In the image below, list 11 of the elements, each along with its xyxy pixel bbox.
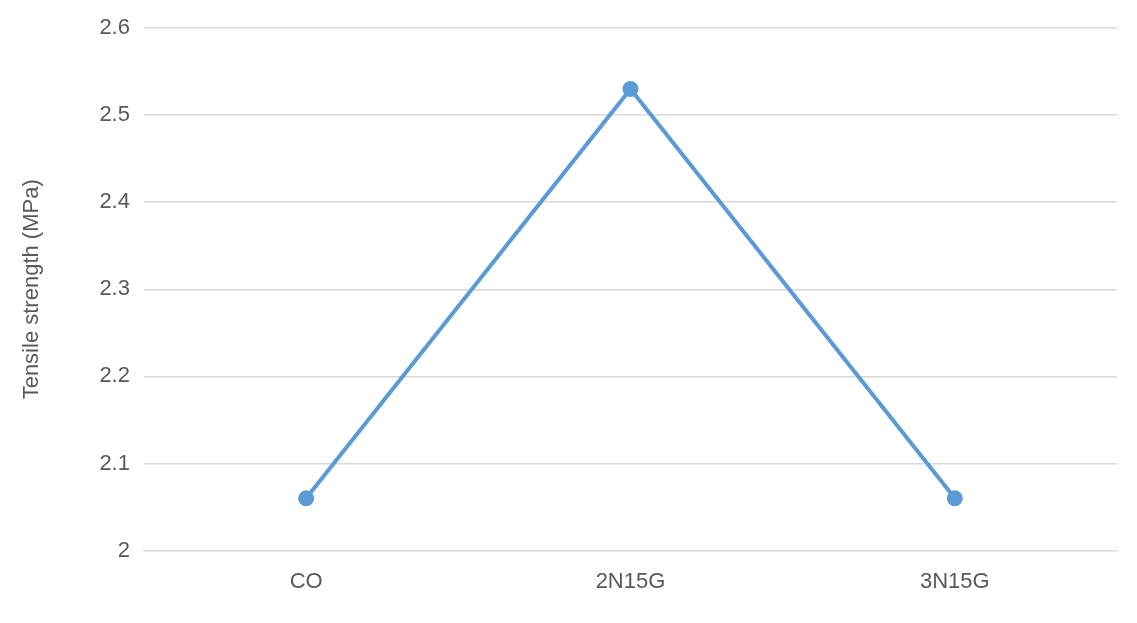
y-tick-label: 2.1 — [99, 449, 130, 475]
y-axis-title: Tensile strength (MPa) — [18, 179, 44, 400]
x-tick-label: 2N15G — [595, 567, 666, 593]
y-tick-label: 2.3 — [99, 275, 130, 301]
y-tick-label: 2 — [117, 536, 130, 562]
y-tick-label: 2.6 — [99, 14, 130, 40]
y-tick-label: 2.5 — [99, 101, 130, 127]
y-tick-label: 2.4 — [99, 188, 130, 214]
y-tick-label: 2.2 — [99, 362, 130, 388]
x-tick-label: 3N15G — [919, 567, 990, 593]
x-tick-label: CO — [289, 567, 323, 593]
